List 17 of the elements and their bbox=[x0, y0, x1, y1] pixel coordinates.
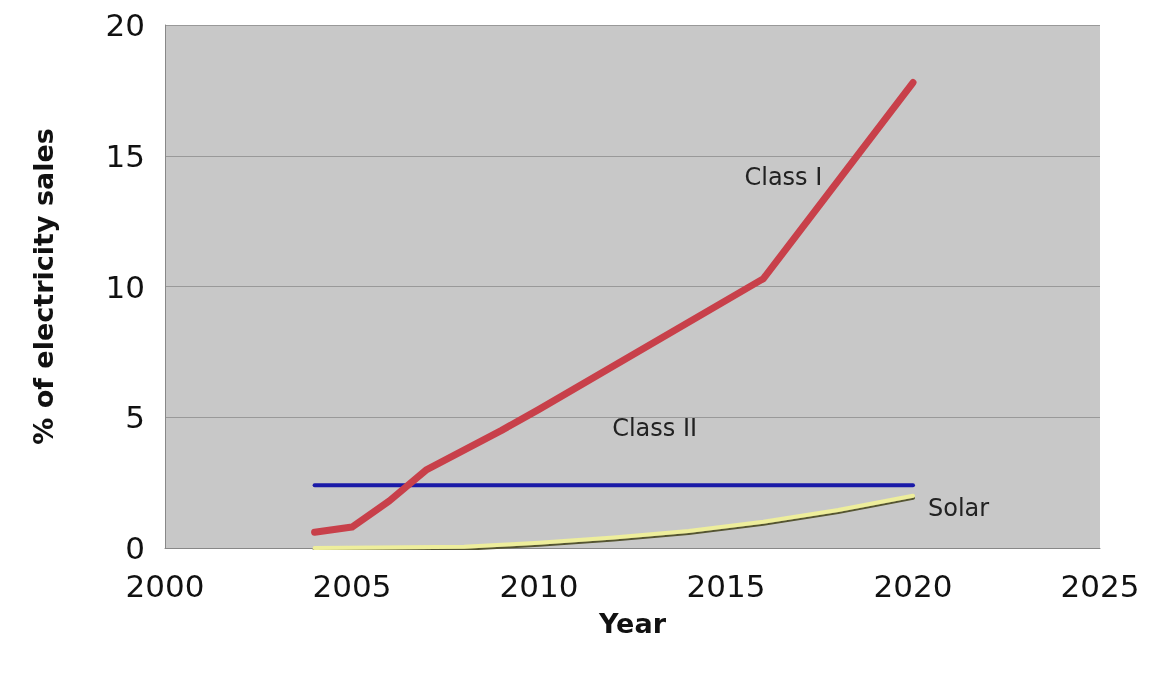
x-tick-label: 2020 bbox=[873, 567, 953, 604]
y-axis-title: % of electricity sales bbox=[28, 128, 59, 445]
x-tick-label: 2010 bbox=[499, 567, 579, 604]
x-tick-label: 2005 bbox=[312, 567, 392, 604]
y-tick-label: 20 bbox=[105, 7, 145, 43]
series-label: Solar bbox=[928, 493, 990, 522]
x-axis-title: Year bbox=[598, 608, 667, 639]
x-tick-label: 2000 bbox=[125, 567, 205, 604]
y-tick-label: 0 bbox=[125, 530, 145, 566]
x-tick-label: 2025 bbox=[1060, 567, 1140, 604]
x-tick-label: 2015 bbox=[686, 567, 766, 604]
line-series bbox=[312, 493, 915, 550]
y-tick-label: 15 bbox=[105, 137, 145, 174]
y-tick-label: 5 bbox=[125, 399, 145, 436]
series-label: Class I bbox=[744, 162, 823, 191]
series-label: Class II bbox=[612, 414, 698, 443]
y-tick-label: 10 bbox=[105, 268, 145, 305]
